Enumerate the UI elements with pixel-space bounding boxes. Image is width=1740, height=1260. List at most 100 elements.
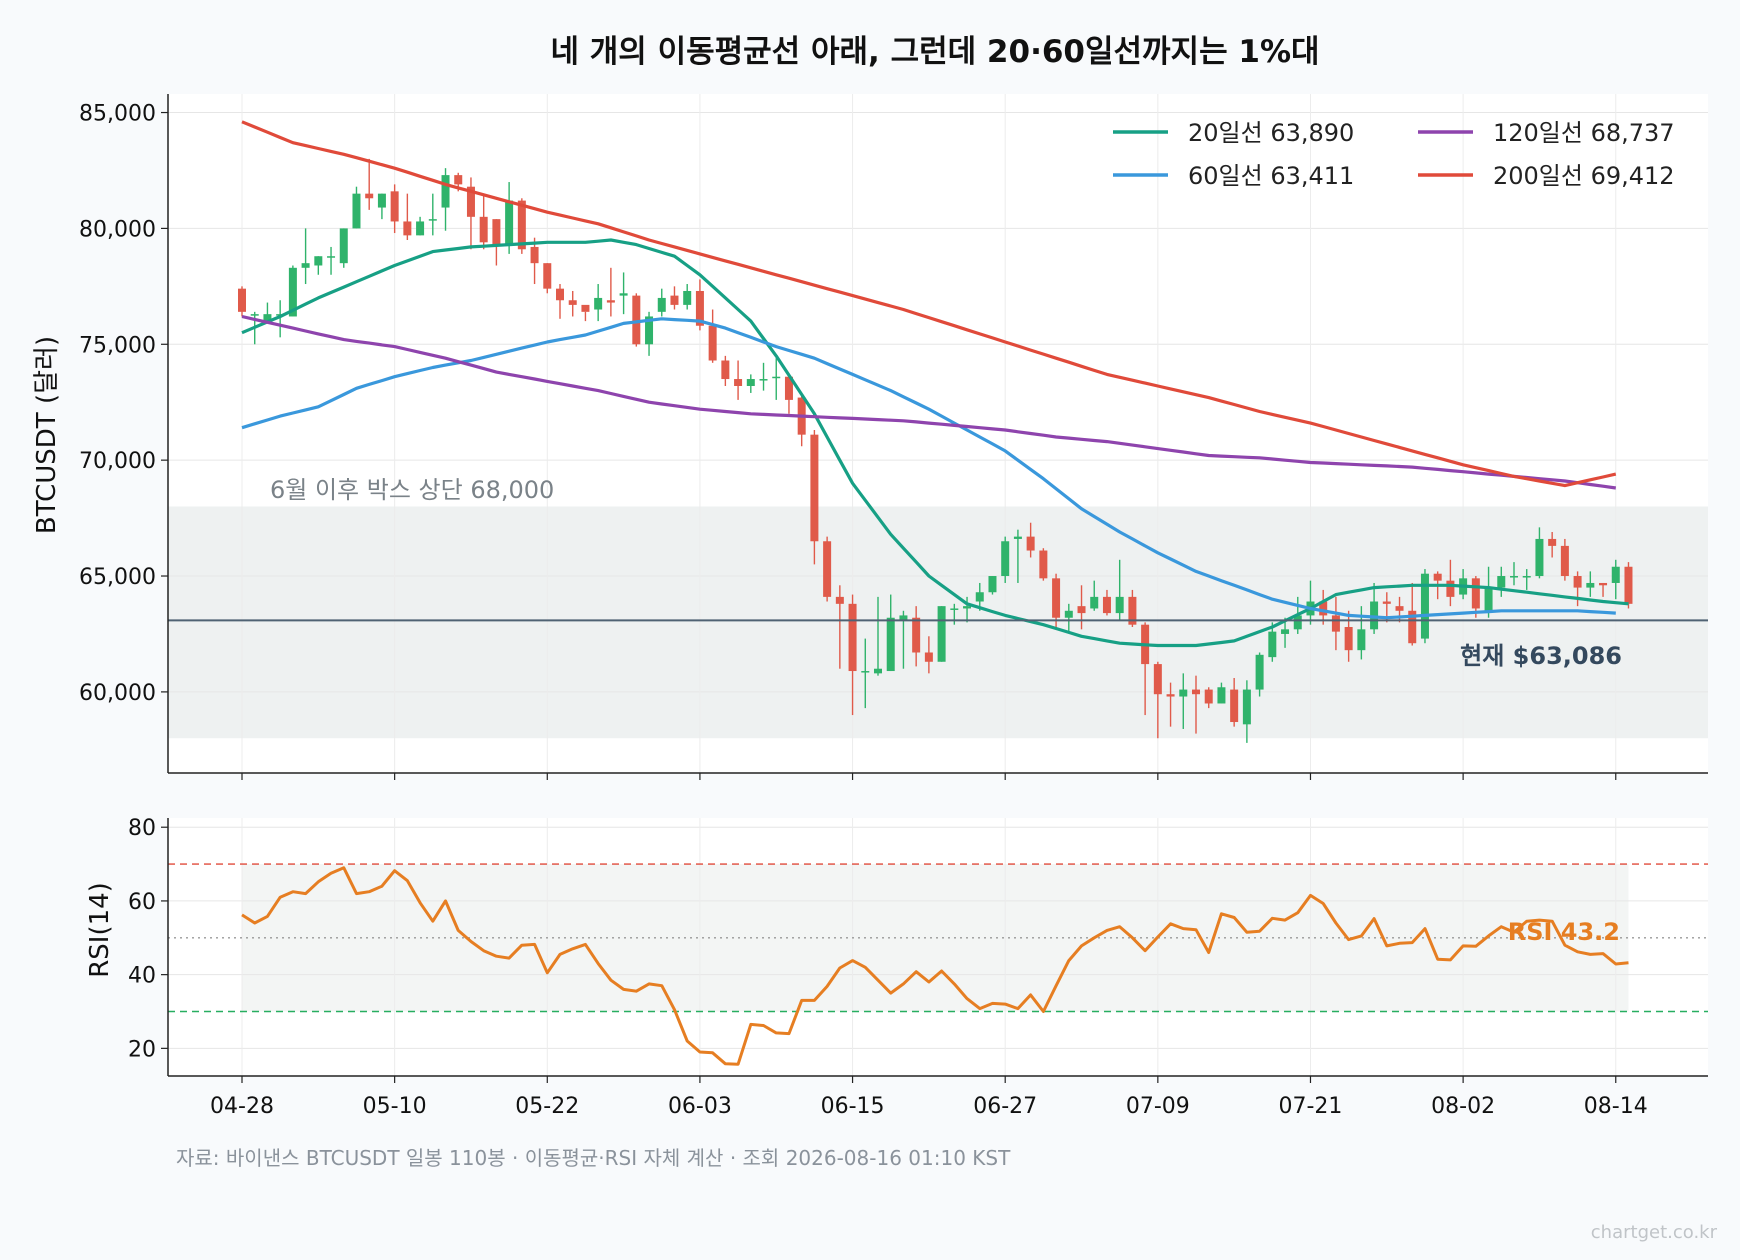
candle-body (1484, 587, 1493, 611)
candle-body (1560, 545, 1569, 577)
candle-body (301, 263, 310, 268)
candle-body (594, 297, 603, 310)
candle-body (314, 256, 323, 266)
candle-body (568, 300, 577, 305)
legend-label-ma20: 20일선 63,890 (1188, 119, 1354, 147)
candle-body (861, 671, 870, 673)
price-ytick-label: 65,000 (79, 565, 156, 590)
legend-label-ma120: 120일선 68,737 (1493, 119, 1675, 147)
candle-body (352, 193, 361, 229)
candle-body (1522, 576, 1531, 578)
candle-body (899, 615, 908, 621)
candle-body (250, 314, 259, 316)
chart-title: 네 개의 이동평균선 아래, 그런데 20·60일선까지는 1%대 (550, 34, 1319, 70)
candle-body (1052, 578, 1061, 618)
candle-body (1548, 538, 1557, 546)
candle-body (1115, 596, 1124, 614)
candle-body (556, 288, 564, 301)
rsi-line (241, 866, 1629, 1066)
candle-body (1420, 573, 1429, 639)
candle-body (441, 175, 450, 208)
price-ytick-label: 85,000 (79, 102, 156, 127)
candle-body (1077, 606, 1086, 614)
candle-body (1497, 576, 1506, 588)
candle-body (734, 379, 743, 386)
candle-body (1102, 596, 1111, 614)
candle-body (1408, 610, 1417, 644)
candle-body (784, 376, 793, 400)
candle-body (963, 606, 972, 609)
candle-body (1344, 627, 1353, 651)
rsi-ytick-label: 80 (128, 816, 156, 841)
candle-body (670, 295, 679, 305)
candle-body (988, 576, 997, 593)
candle-body (1204, 689, 1213, 704)
candle-body (1471, 578, 1480, 609)
rsi-panel: 20 40 60 80 04-28 05-10 05-22 06-03 06-15 06-27 07… (128, 816, 1708, 1119)
candle-body (835, 596, 844, 604)
legend-label-ma200: 200일선 69,412 (1493, 162, 1675, 190)
candle-body (1026, 536, 1035, 551)
candle-body (708, 325, 717, 361)
candle-body (683, 290, 692, 305)
legend: 20일선 63,890 60일선 63,411 120일선 68,737 200… (1113, 119, 1675, 190)
current-price-label: 현재 $63,086 (1460, 642, 1622, 670)
candle-body (1242, 689, 1251, 725)
candle-body (1128, 596, 1137, 625)
price-ytick-label: 60,000 (79, 681, 156, 706)
price-panel: 60,000 65,000 70,000 75,000 80,000 85,000 (79, 94, 1708, 780)
candle-body (1064, 610, 1073, 618)
candle-body (810, 434, 819, 542)
candle-body (1357, 629, 1366, 651)
candle-body (365, 193, 374, 199)
candle-body (1179, 689, 1188, 697)
xtick-label: 08-14 (1584, 1094, 1648, 1119)
candle-body (1192, 689, 1200, 695)
candle-body (1255, 654, 1264, 690)
price-ytick-label: 80,000 (79, 217, 156, 242)
price-axis-label: BTCUSDT (달러) (32, 336, 62, 534)
rsi-neutral-band (242, 864, 1629, 1012)
candle-body (848, 603, 857, 672)
candle-body (492, 219, 501, 245)
ma200-line (241, 120, 1617, 488)
xtick-label: 07-09 (1126, 1094, 1190, 1119)
candle-body (1230, 689, 1239, 723)
candle-body (695, 290, 704, 326)
xtick-label: 04-28 (210, 1094, 274, 1119)
candle-body (1001, 541, 1010, 577)
candle-body (238, 288, 246, 312)
xtick-label: 08-02 (1431, 1094, 1495, 1119)
candle-body (1510, 576, 1518, 578)
candle-body (950, 608, 959, 610)
candle-body (1268, 631, 1277, 658)
candle-body (1331, 615, 1340, 632)
candle-body (1153, 664, 1162, 695)
ma60-line (241, 317, 1616, 620)
watermark: chartget.co.kr (1591, 1222, 1718, 1243)
xtick-label: 06-03 (668, 1094, 732, 1119)
candle-body (403, 221, 412, 236)
candle-body (1090, 596, 1099, 609)
candle-body (1535, 538, 1544, 577)
candle-body (416, 221, 425, 236)
candle-body (1586, 582, 1595, 588)
candle-body (912, 617, 921, 653)
candle-body (759, 379, 768, 381)
candle-body (377, 193, 386, 208)
candle-body (543, 263, 552, 289)
candle-body (581, 304, 590, 312)
rsi-value-label: RSI 43.2 (1508, 918, 1620, 946)
ma20-line (241, 238, 1629, 648)
candle-body (1395, 606, 1404, 611)
xtick-label: 06-27 (973, 1094, 1037, 1119)
candle-body (1573, 576, 1582, 588)
legend-label-ma60: 60일선 63,411 (1188, 162, 1354, 190)
candle-body (454, 175, 463, 185)
candle-body (886, 617, 895, 672)
candle-body (1624, 566, 1633, 604)
candle-body (823, 541, 832, 597)
candle-body (428, 219, 437, 221)
candle-body (1433, 573, 1442, 581)
